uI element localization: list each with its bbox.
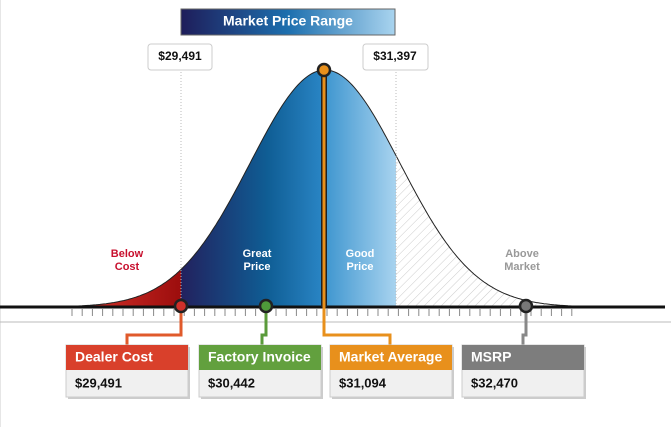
zone-label: Great Price: [243, 248, 272, 273]
card-header: [66, 345, 188, 370]
card-price: $30,442: [208, 375, 255, 390]
zone-label: Good Price: [346, 248, 375, 273]
range-high: $31,397: [373, 49, 417, 63]
title-box: [180, 8, 396, 36]
card-price: $31,094: [339, 375, 387, 390]
range-box: [147, 43, 213, 71]
markers: [173, 62, 534, 314]
card-header: [199, 345, 321, 370]
range-box: [362, 43, 429, 71]
zone-label: Below Cost: [111, 248, 144, 273]
card-label: MSRP: [471, 349, 511, 365]
title: Market Price Range: [223, 13, 353, 29]
card-header: [462, 345, 584, 370]
connectors: [125, 70, 528, 346]
card-header: [330, 345, 452, 370]
ticks: [71, 309, 573, 316]
card-label: Market Average: [339, 349, 442, 365]
card-price: $29,491: [75, 375, 122, 390]
card-label: Factory Invoice: [208, 349, 311, 365]
zone-label: Above Market: [504, 248, 540, 273]
range-low: $29,491: [158, 49, 202, 63]
card-label: Dealer Cost: [75, 349, 153, 365]
card-price: $32,470: [471, 375, 518, 390]
